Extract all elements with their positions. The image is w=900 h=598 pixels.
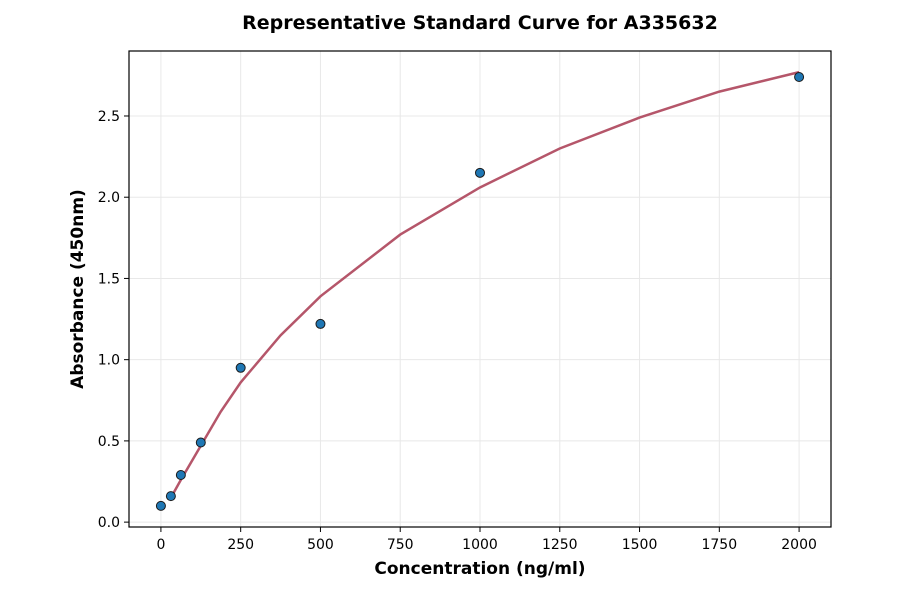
data-point (315, 318, 326, 329)
plot-frame (128, 50, 832, 528)
chart-title: Representative Standard Curve for A33563… (242, 12, 718, 34)
x-axis-label: Concentration (ng/ml) (374, 559, 585, 579)
fit-curve (169, 70, 800, 499)
x-tick-label: 500 (307, 537, 334, 553)
data-point (155, 500, 166, 511)
x-tick-label: 2000 (781, 537, 817, 553)
data-point (475, 167, 485, 178)
data-point (195, 437, 206, 448)
x-tick-label: 0 (156, 537, 165, 553)
x-tick-label: 1250 (542, 537, 578, 553)
x-tick-label: 1500 (622, 537, 658, 553)
y-axis-label: Absorbance (450nm) (68, 189, 88, 389)
data-point (175, 470, 186, 481)
x-tick-label: 1000 (462, 537, 498, 553)
y-tick-label: 1.0 (98, 353, 120, 369)
y-tick-label: 0.5 (98, 434, 120, 450)
data-point (794, 71, 805, 82)
data-point (165, 491, 176, 502)
y-tick-label: 0.0 (98, 515, 120, 531)
y-tick-label: 1.5 (98, 271, 120, 287)
y-tick-label: 2.5 (98, 109, 120, 125)
y-tick-label: 2.0 (98, 190, 120, 206)
x-tick-label: 250 (227, 537, 254, 553)
data-point (235, 362, 246, 373)
x-tick-label: 1750 (701, 537, 737, 553)
x-tick-label: 750 (387, 537, 414, 553)
